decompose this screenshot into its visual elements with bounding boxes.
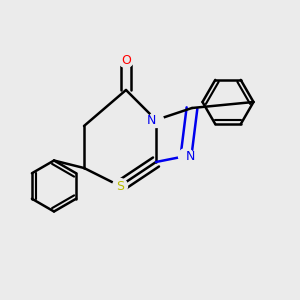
Circle shape bbox=[178, 148, 194, 164]
Text: S: S bbox=[116, 179, 124, 193]
Text: N: N bbox=[186, 149, 195, 163]
Circle shape bbox=[112, 178, 128, 194]
Circle shape bbox=[118, 52, 134, 68]
Circle shape bbox=[148, 112, 164, 128]
Text: O: O bbox=[121, 53, 131, 67]
Text: N: N bbox=[147, 113, 156, 127]
